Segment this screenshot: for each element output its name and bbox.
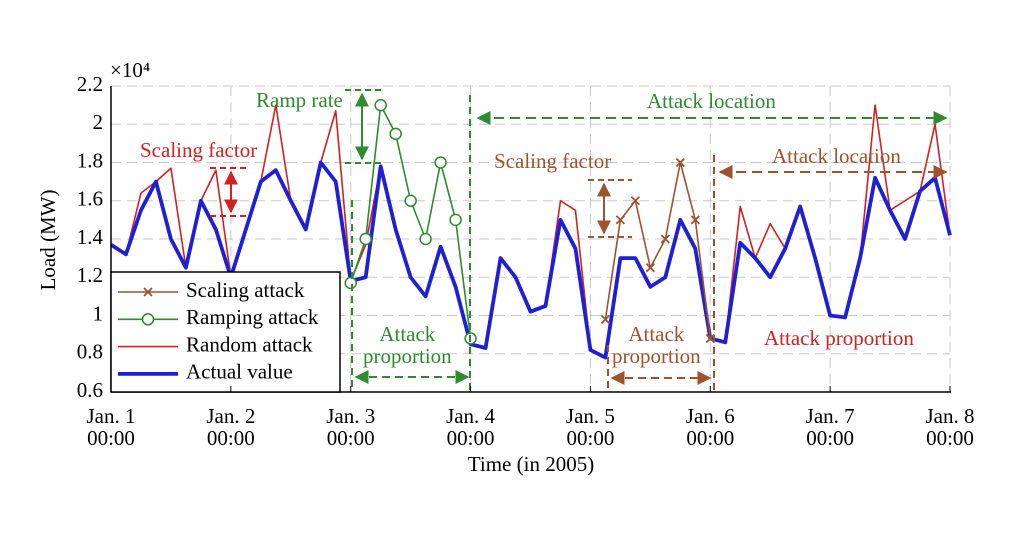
y-tick-label: 0.6 <box>77 378 103 402</box>
legend-label: Ramping attack <box>186 305 319 329</box>
y-multiplier: ×10⁴ <box>110 58 150 82</box>
annotation: Attack location <box>647 89 776 113</box>
legend: Scaling attack Ramping attack Random attac… <box>110 271 341 393</box>
y-tick-label: 0.8 <box>77 340 103 364</box>
legend-marker <box>141 313 155 326</box>
point <box>690 215 700 225</box>
y-tick-label: 1.4 <box>77 225 104 249</box>
legend-marker <box>143 287 153 297</box>
y-tick-label: 1 <box>93 301 104 325</box>
x-tick-label: Jan. 5 00:00 <box>565 404 615 450</box>
y-tick-label: 1.8 <box>77 148 103 172</box>
legend-label: Scaling attack <box>186 278 305 302</box>
series-line <box>109 160 952 360</box>
point <box>344 276 357 290</box>
point <box>660 234 670 244</box>
annotation: Attack proportion <box>764 326 914 350</box>
y-tick-label: 1.6 <box>77 187 103 211</box>
point <box>434 156 447 169</box>
annotation: Attack location <box>772 144 901 168</box>
annotation-arrows <box>210 89 948 392</box>
point <box>359 232 372 246</box>
x-tick-label: Jan. 8 00:00 <box>925 404 975 450</box>
point <box>404 194 417 207</box>
x-tick-label: Jan. 6 00:00 <box>685 404 735 450</box>
x-tick-label: Jan. 1 00:00 <box>86 404 136 450</box>
legend-label: Actual value <box>186 360 293 384</box>
point <box>630 196 641 206</box>
legend-label: Random attack <box>186 332 313 356</box>
y-tick-label: 1.2 <box>77 263 103 287</box>
point <box>615 215 626 225</box>
y-tick-label: 2.2 <box>77 72 103 96</box>
annotation: Attack proportion <box>612 322 701 368</box>
y-axis-label: Load (MW) <box>36 190 60 291</box>
annotation: Scaling factor <box>140 138 258 162</box>
x-tick-label: Jan. 2 00:00 <box>206 404 256 450</box>
y-tick-label: 2 <box>93 110 104 134</box>
point <box>600 314 611 324</box>
annotation: Attack proportion <box>363 322 452 368</box>
x-axis-label: Time (in 2005) <box>468 452 594 476</box>
x-tick-label: Jan. 4 00:00 <box>446 404 496 450</box>
point <box>419 232 432 246</box>
point <box>705 333 715 344</box>
annotation: Scaling factor <box>494 149 612 173</box>
x-tick-label: Jan. 3 00:00 <box>326 404 376 450</box>
point <box>389 127 402 141</box>
point <box>449 213 462 227</box>
point <box>645 263 655 273</box>
annotation: Ramp rate <box>256 88 343 112</box>
x-tick-label: Jan. 7 00:00 <box>805 404 855 450</box>
point <box>374 98 387 112</box>
point <box>675 157 685 168</box>
